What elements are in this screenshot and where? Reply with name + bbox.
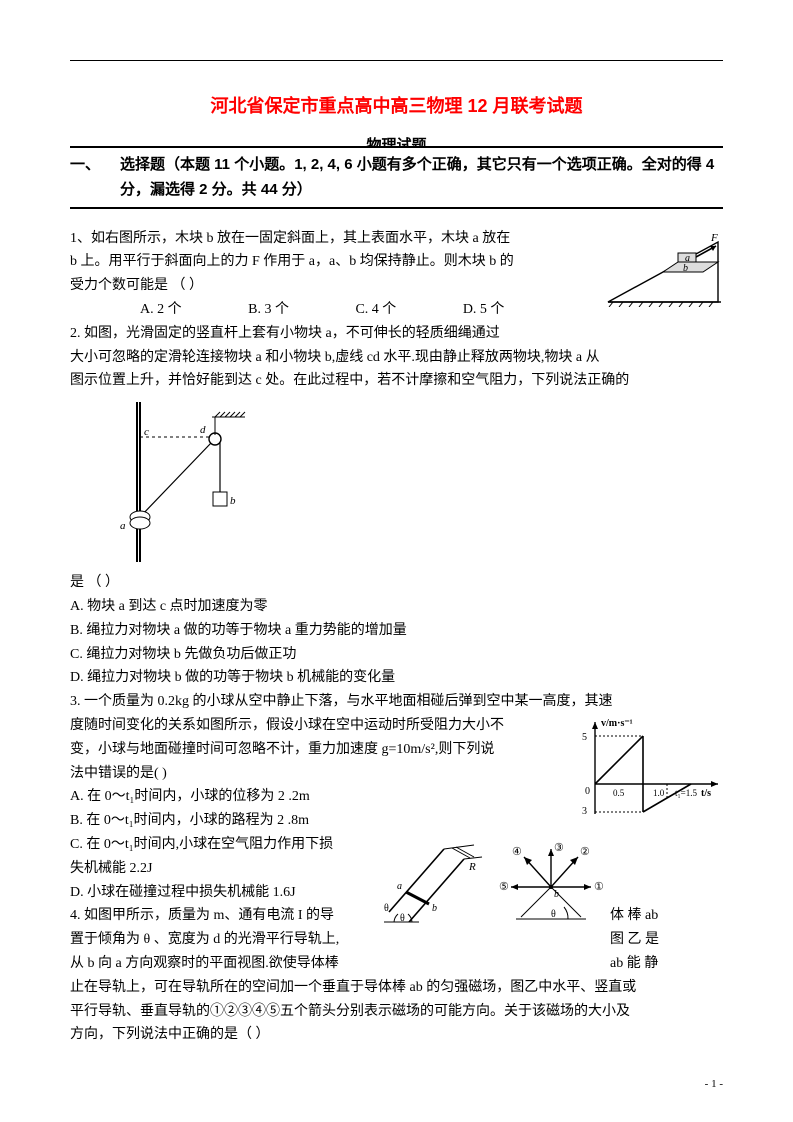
incline-diagram: F a b <box>603 227 723 307</box>
section-instructions: 选择题（本题 11 个小题。1, 2, 4, 6 小题有多个正确，其它只有一个选… <box>120 152 723 203</box>
rail-diagram: R a b θ θ <box>374 837 484 927</box>
svg-text:④: ④ <box>512 846 522 858</box>
q2-line3: 图示位置上升，并恰好能到达 c 处。在此过程中，若不计摩擦和空气阻力，下列说法正… <box>70 369 723 393</box>
svg-text:t₁=1.5: t₁=1.5 <box>675 788 697 798</box>
svg-text:t/s: t/s <box>701 788 711 799</box>
q3-line1: 3. 一个质量为 0.2kg 的小球从空中静止下落，与水平地面相碰后弹到空中某一… <box>70 690 723 714</box>
q3-optC2: 失机械能 2.2J <box>70 857 370 881</box>
q4-right-c: ab 能 静 <box>610 952 700 976</box>
q2-optA: A. 物块 a 到达 c 点时加速度为零 <box>70 595 723 619</box>
question-1: F a b 1、如右图所示，木块 b 放在一固定斜面上，其上表面水平，木块 a … <box>70 227 723 322</box>
svg-text:①: ① <box>594 881 604 893</box>
svg-text:d: d <box>200 424 206 436</box>
page-number: - 1 - <box>705 1075 723 1094</box>
svg-text:θ: θ <box>400 913 405 924</box>
q1-optC: C. 4 个 <box>320 298 396 322</box>
q2-tail: 是 （ ） <box>70 571 723 595</box>
svg-text:θ: θ <box>384 903 389 914</box>
q2-line1: 2. 如图，光滑固定的竖直杆上套有小物块 a，不可伸长的轻质细绳通过 <box>70 322 723 346</box>
q2-optB: B. 绳拉力对物块 a 做的功等于物块 a 重力势能的增加量 <box>70 619 723 643</box>
svg-text:b: b <box>683 263 688 274</box>
q3q4-mixed-row: C. 在 0～t₁时间内,小球在空气阻力作用下损 失机械能 2.2J D. 小球… <box>70 833 723 976</box>
q4-left-b: 置于倾角为 θ 、宽度为 d 的光滑平行导轨上, <box>70 928 370 952</box>
q4-tail-c: 方向，下列说法中正确的是（ ） <box>70 1023 723 1047</box>
svg-text:0.5: 0.5 <box>613 788 625 798</box>
q4-tail-b: 平行导轨、垂直导轨的①②③④⑤五个箭头分别表示磁场的可能方向。关于该磁场的大小及 <box>70 1000 723 1024</box>
top-rule <box>70 60 723 61</box>
svg-text:③: ③ <box>554 842 564 854</box>
q2-optC: C. 绳拉力对物块 b 先做负功后做正功 <box>70 643 723 667</box>
svg-text:1.0: 1.0 <box>653 788 665 798</box>
q2-optD: D. 绳拉力对物块 b 做的功等于物块 b 机械能的变化量 <box>70 666 723 690</box>
q1-optA: A. 2 个 <box>105 298 182 322</box>
svg-text:②: ② <box>580 846 590 858</box>
question-3: 3. 一个质量为 0.2kg 的小球从空中静止下落，与水平地面相碰后弹到空中某一… <box>70 690 723 1047</box>
q4-tail-a: 止在导轨上，可在导轨所在的空间加一个垂直于导体棒 ab 的匀强磁场，图乙中水平、… <box>70 976 723 1000</box>
hidden-subtitle: 物理试题 <box>70 136 723 146</box>
q4-left-a: 4. 如图甲所示，质量为 m、通有电流 I 的导 <box>70 904 370 928</box>
svg-text:0: 0 <box>585 786 590 797</box>
q1-optB: B. 3 个 <box>213 298 289 322</box>
svg-text:⑤: ⑤ <box>499 881 509 893</box>
svg-text:5: 5 <box>582 732 587 743</box>
question-2: 2. 如图，光滑固定的竖直杆上套有小物块 a，不可伸长的轻质细绳通过 大小可忽略… <box>70 322 723 690</box>
q4-right-a: 体 棒 ab <box>610 904 700 928</box>
exam-title: 河北省保定市重点高中高三物理 12 月联考试题 <box>70 91 723 122</box>
svg-text:b: b <box>432 903 437 914</box>
svg-text:R: R <box>468 861 476 873</box>
q4-left-c: 从 b 向 a 方向观察时的平面视图.欲使导体棒 <box>70 952 370 976</box>
svg-text:θ: θ <box>551 909 556 920</box>
svg-text:c: c <box>144 426 149 438</box>
vt-graph: v/m·s⁻¹ t/s 5 3 0 0.5 1.0 t₁=1.5 <box>573 714 723 824</box>
svg-text:a: a <box>397 881 402 892</box>
section-rule-bottom <box>70 207 723 209</box>
q4-right-b: 图 乙 是 <box>610 928 700 952</box>
q3-optC: C. 在 0～t₁时间内,小球在空气阻力作用下损 <box>70 833 370 857</box>
svg-text:F: F <box>710 232 718 244</box>
q3-optD: D. 小球在碰撞过程中损失机械能 1.6J <box>70 881 370 905</box>
q1-optD: D. 5 个 <box>428 298 505 322</box>
section-header-box: 物理试题 一、 选择题（本题 11 个小题。1, 2, 4, 6 小题有多个正确… <box>70 136 723 209</box>
svg-text:a: a <box>120 520 126 532</box>
svg-text:b: b <box>230 495 236 507</box>
q2-line2: 大小可忽略的定滑轮连接物块 a 和小物块 b,虚线 cd 水平.现由静止释放两物… <box>70 346 723 370</box>
pulley-diagram: c d b a <box>100 397 270 567</box>
section-number: 一、 <box>70 152 120 178</box>
svg-text:3: 3 <box>582 806 587 817</box>
svg-text:v/m·s⁻¹: v/m·s⁻¹ <box>601 718 633 729</box>
arrows-diagram: b ① ② ③ ④ ⑤ θ <box>496 837 606 927</box>
